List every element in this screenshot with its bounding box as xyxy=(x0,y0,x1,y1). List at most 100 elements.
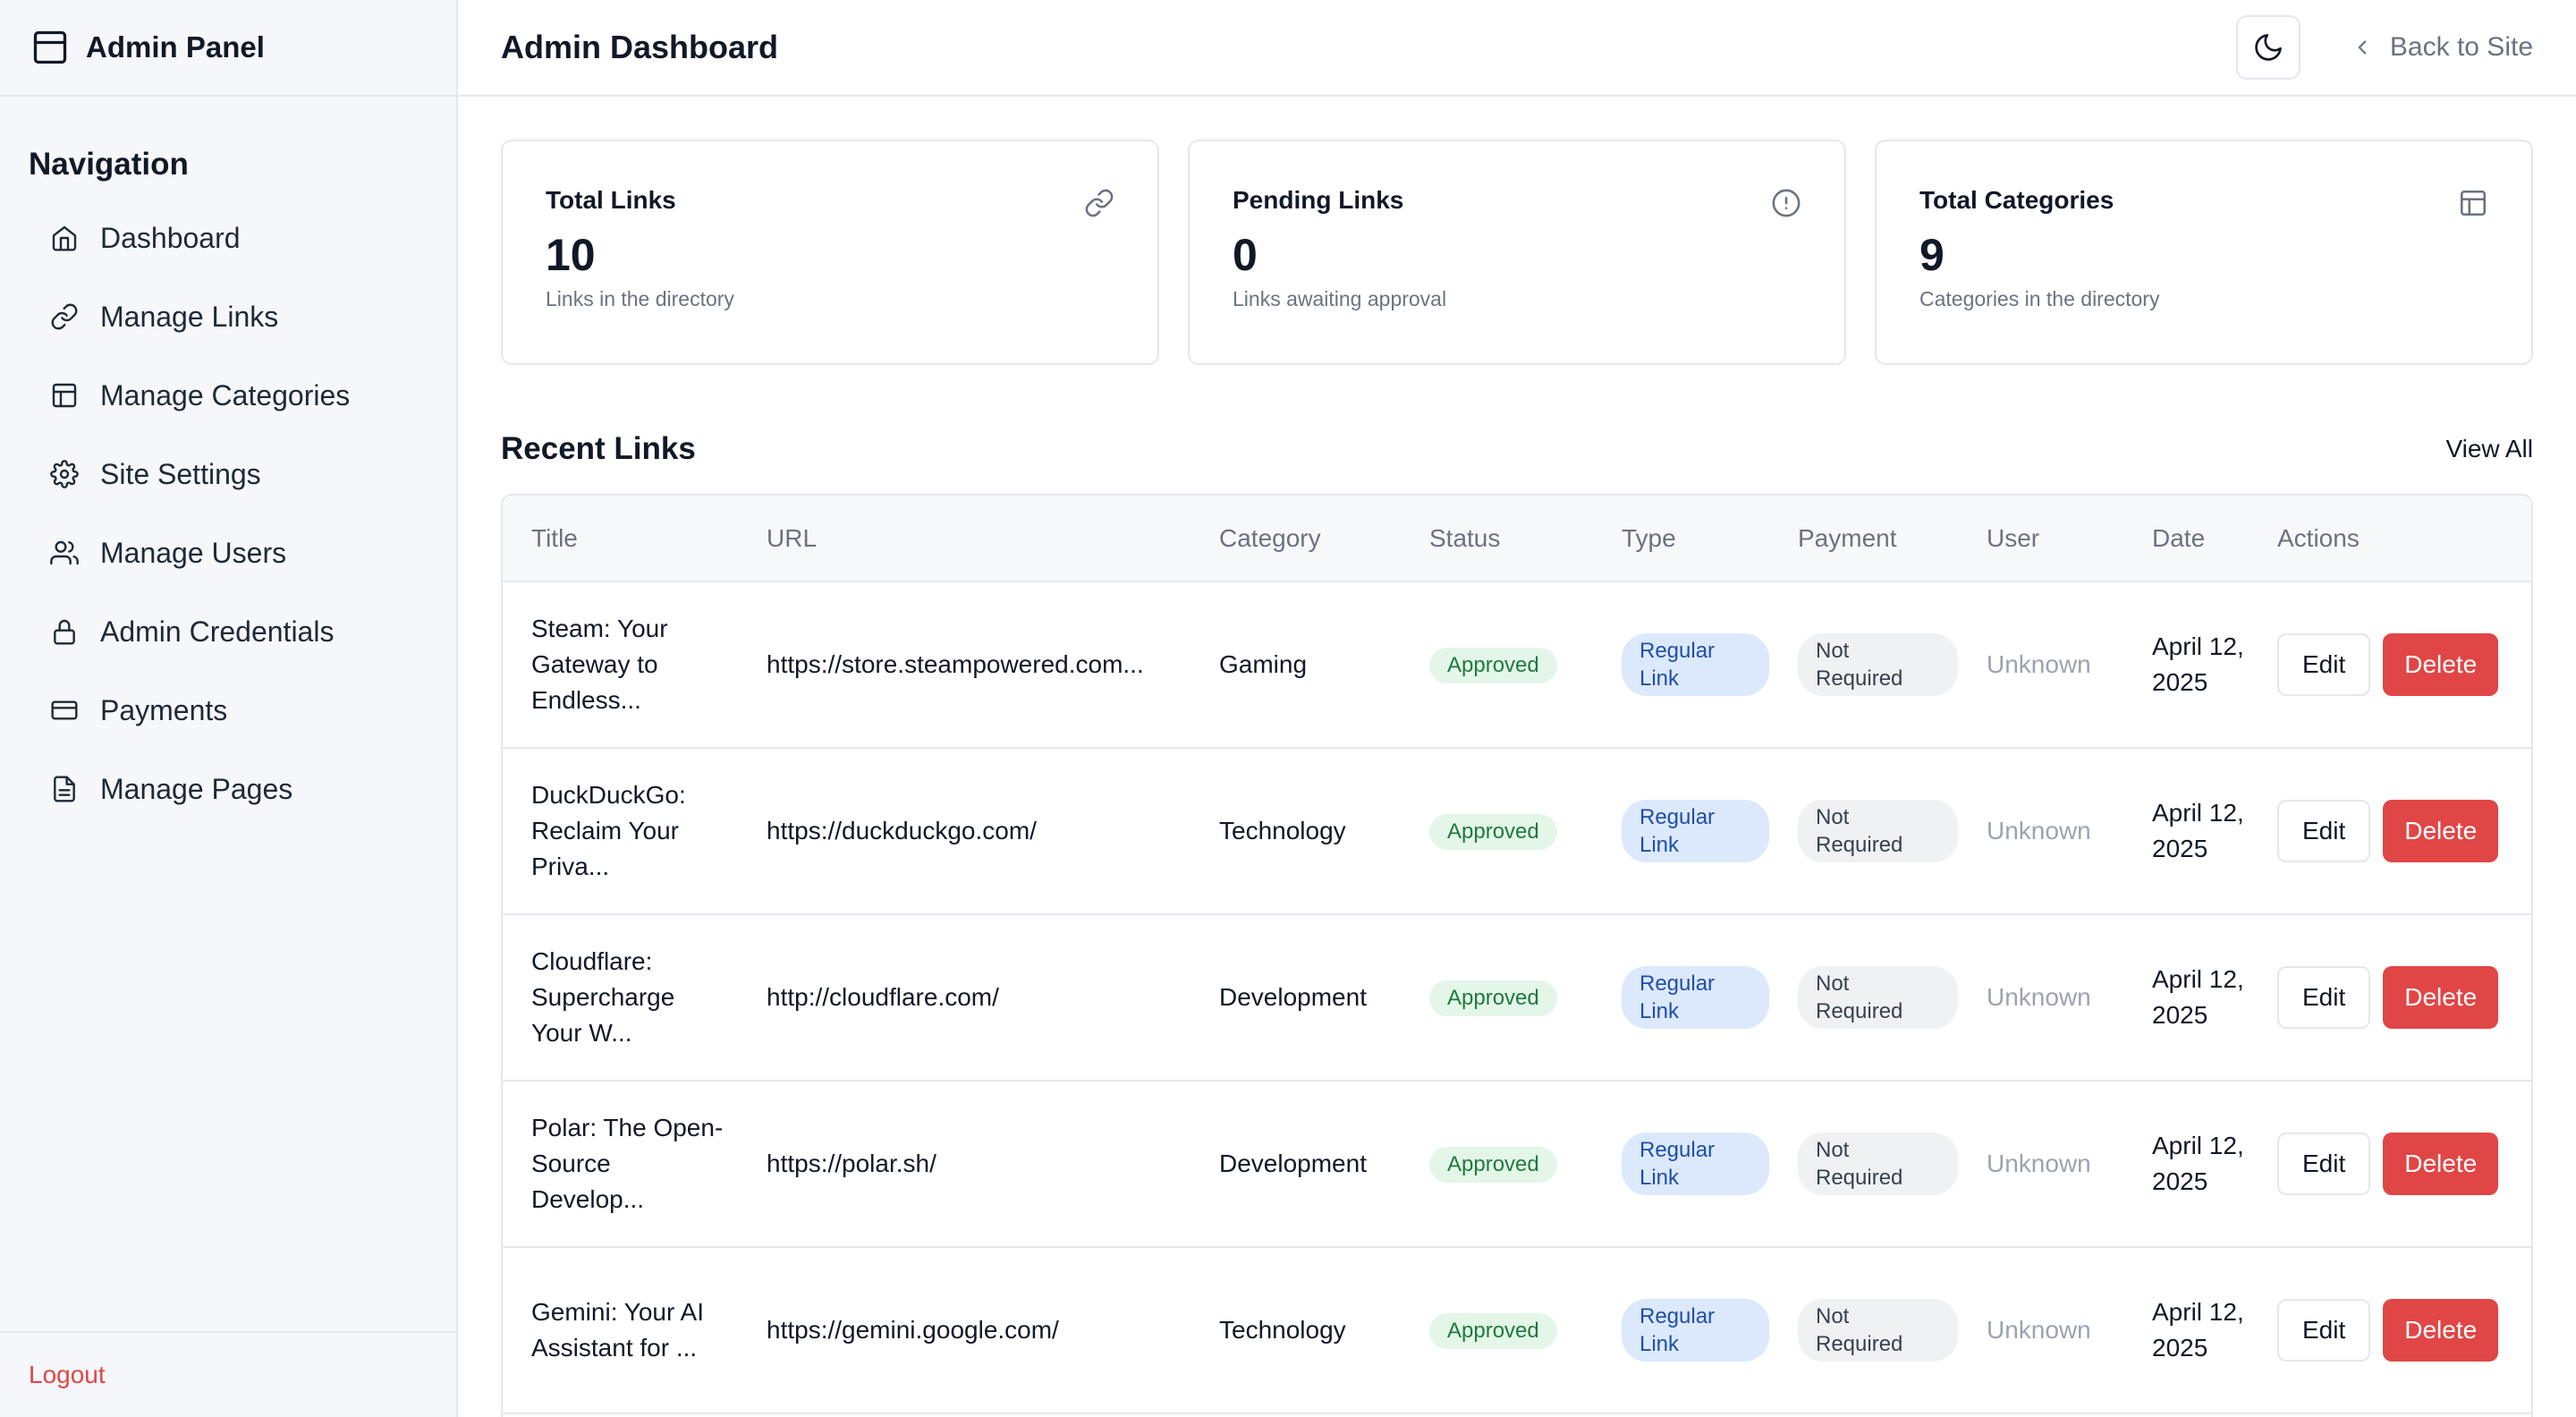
status-cell: Approved xyxy=(1401,1081,1593,1247)
payment-badge: Not Required xyxy=(1798,633,1958,696)
type-badge: Regular Link xyxy=(1622,1133,1769,1195)
payment-cell: Not Required xyxy=(1769,914,1958,1081)
type-cell: Regular Link xyxy=(1593,1247,1769,1413)
sidebar-item-manage-categories[interactable]: Manage Categories xyxy=(0,356,456,435)
type-badge: Regular Link xyxy=(1622,633,1769,696)
link-user: Unknown xyxy=(1987,983,2091,1011)
link-user: Unknown xyxy=(1987,1316,2091,1344)
type-cell: Regular Link xyxy=(1593,1081,1769,1247)
status-badge: Approved xyxy=(1429,814,1557,850)
sidebar-item-admin-credentials[interactable]: Admin Credentials xyxy=(0,592,456,671)
type-cell: Regular Link xyxy=(1593,914,1769,1081)
type-badge: Regular Link xyxy=(1622,966,1769,1029)
link-title: Cloudflare: Supercharge Your W... xyxy=(531,947,675,1047)
recent-links-header: Recent Links View All xyxy=(501,428,2533,471)
recent-links-table: Title URL Category Status Type Payment U… xyxy=(501,494,2533,1417)
edit-button[interactable]: Edit xyxy=(2277,633,2371,696)
actions-cell: Edit Delete xyxy=(2249,581,2531,748)
stat-card-total-categories: Total Categories 9 Categories in the dir… xyxy=(1875,140,2533,365)
moon-icon xyxy=(2252,31,2284,64)
sidebar-item-label: Manage Categories xyxy=(100,378,351,412)
sidebar-item-label: Admin Credentials xyxy=(100,615,335,648)
card-value: 0 xyxy=(1233,230,1258,280)
view-all-link[interactable]: View All xyxy=(2445,435,2533,462)
type-cell: Regular Link xyxy=(1593,748,1769,914)
link-title: Gemini: Your AI Assistant for ... xyxy=(531,1298,705,1362)
delete-button[interactable]: Delete xyxy=(2383,633,2499,696)
link-url: http://cloudflare.com/ xyxy=(767,983,999,1011)
link-category: Development xyxy=(1219,983,1367,1011)
column-header: Actions xyxy=(2249,496,2531,582)
delete-button[interactable]: Delete xyxy=(2383,1133,2499,1195)
link-user: Unknown xyxy=(1987,1150,2091,1177)
delete-button[interactable]: Delete xyxy=(2383,966,2499,1029)
actions-cell: Edit Delete xyxy=(2249,1247,2531,1413)
link-date: April 12, 2025 xyxy=(2152,965,2244,1029)
link-date: April 12, 2025 xyxy=(2152,799,2244,862)
main-content: Total Links 10 Links in the directory Pe… xyxy=(501,140,2533,1417)
sidebar-item-dashboard[interactable]: Dashboard xyxy=(0,199,456,277)
sidebar-item-site-settings[interactable]: Site Settings xyxy=(0,435,456,513)
type-badge: Regular Link xyxy=(1622,1299,1769,1362)
delete-button[interactable]: Delete xyxy=(2383,800,2499,862)
sidebar-item-manage-pages[interactable]: Manage Pages xyxy=(0,750,456,828)
card-subtitle: Categories in the directory xyxy=(1919,287,2160,310)
sidebar-item-label: Dashboard xyxy=(100,221,241,254)
link-icon xyxy=(50,302,79,331)
logout-button[interactable]: Logout xyxy=(29,1361,106,1388)
sidebar-header: Admin Panel xyxy=(0,0,456,97)
sidebar: Admin Panel Navigation Dashboard Manage … xyxy=(0,0,458,1417)
sidebar-item-label: Payments xyxy=(100,693,228,726)
payment-cell: Not Required xyxy=(1769,581,1958,748)
topbar: Admin Dashboard Back to Site xyxy=(458,0,2576,97)
stat-card-pending-links: Pending Links 0 Links awaiting approval xyxy=(1188,140,1846,365)
delete-button[interactable]: Delete xyxy=(2383,1299,2499,1362)
table-row: Polar: The Open-Source Develop... https:… xyxy=(503,1081,2531,1247)
type-badge: Regular Link xyxy=(1622,800,1769,862)
home-icon xyxy=(50,224,79,252)
users-icon xyxy=(50,539,79,567)
theme-toggle-button[interactable] xyxy=(2235,15,2301,80)
back-to-site-link[interactable]: Back to Site xyxy=(2351,32,2533,63)
column-header: URL xyxy=(738,496,1191,582)
table-row: Steam: Your Gateway to Endless... https:… xyxy=(503,581,2531,748)
link-icon xyxy=(1084,188,1114,218)
link-user: Unknown xyxy=(1987,817,2091,844)
column-header: Payment xyxy=(1769,496,1958,582)
file-icon xyxy=(50,775,79,803)
column-header: Date xyxy=(2123,496,2249,582)
edit-button[interactable]: Edit xyxy=(2277,800,2371,862)
link-category: Development xyxy=(1219,1150,1367,1177)
status-badge: Approved xyxy=(1429,1147,1557,1183)
edit-button[interactable]: Edit xyxy=(2277,966,2371,1029)
edit-button[interactable]: Edit xyxy=(2277,1133,2371,1195)
link-url: https://duckduckgo.com/ xyxy=(767,817,1037,844)
actions-cell: Edit Delete xyxy=(2249,1081,2531,1247)
nav-list: Dashboard Manage Links Manage Categories… xyxy=(0,199,456,828)
sidebar-item-manage-links[interactable]: Manage Links xyxy=(0,277,456,356)
column-header: Status xyxy=(1401,496,1593,582)
card-title: Total Links xyxy=(546,186,676,214)
status-badge: Approved xyxy=(1429,648,1557,683)
column-header: Title xyxy=(503,496,738,582)
brand-title: Admin Panel xyxy=(86,30,265,64)
status-badge: Approved xyxy=(1429,980,1557,1016)
sidebar-item-label: Manage Links xyxy=(100,300,279,333)
status-cell: Approved xyxy=(1401,581,1593,748)
status-cell: Approved xyxy=(1401,1247,1593,1413)
column-header: User xyxy=(1958,496,2123,582)
table-header-row: Title URL Category Status Type Payment U… xyxy=(503,496,2531,582)
sidebar-item-manage-users[interactable]: Manage Users xyxy=(0,513,456,592)
payment-badge: Not Required xyxy=(1798,1299,1958,1362)
payment-badge: Not Required xyxy=(1798,800,1958,862)
link-title: Steam: Your Gateway to Endless... xyxy=(531,615,668,714)
table-row: DuckDuckGo: Reclaim Your Priva... https:… xyxy=(503,748,2531,914)
sidebar-item-label: Site Settings xyxy=(100,457,261,490)
edit-button[interactable]: Edit xyxy=(2277,1299,2371,1362)
card-title: Total Categories xyxy=(1919,186,2114,214)
type-cell: Regular Link xyxy=(1593,581,1769,748)
payment-cell: Not Required xyxy=(1769,1247,1958,1413)
sidebar-item-payments[interactable]: Payments xyxy=(0,671,456,750)
link-date: April 12, 2025 xyxy=(2152,1132,2244,1195)
column-header: Type xyxy=(1593,496,1769,582)
